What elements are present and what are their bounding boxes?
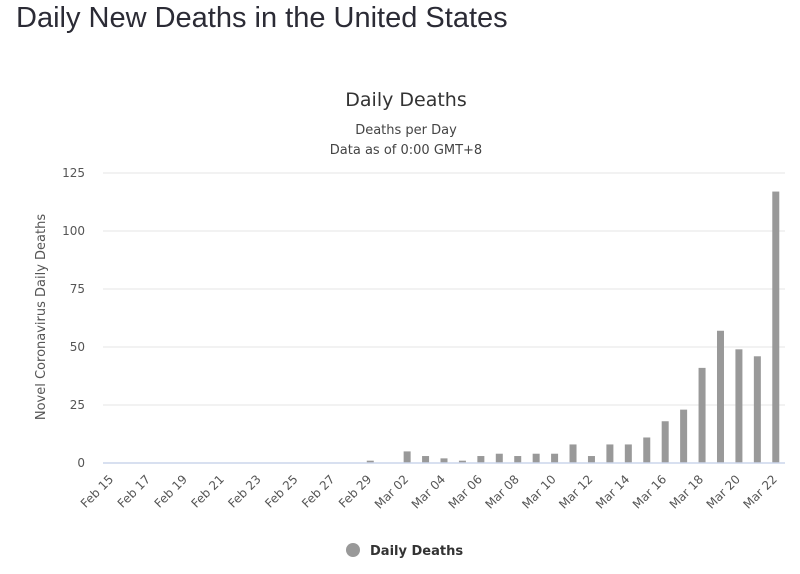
legend-marker[interactable] (346, 543, 360, 557)
bar[interactable] (403, 451, 411, 463)
bar[interactable] (532, 453, 540, 463)
x-tick-label: Mar 14 (593, 472, 632, 511)
x-tick-label: Feb 15 (78, 472, 116, 510)
y-tick-label: 125 (62, 166, 85, 180)
bar[interactable] (587, 456, 595, 463)
x-tick-label: Mar 08 (482, 472, 521, 511)
bar[interactable] (477, 456, 485, 463)
x-tick-label: Mar 12 (556, 472, 595, 511)
bar[interactable] (366, 460, 374, 463)
y-tick-label: 75 (70, 282, 85, 296)
bar[interactable] (495, 453, 503, 463)
x-tick-label: Feb 25 (262, 472, 300, 510)
bar[interactable] (643, 437, 651, 463)
chart-subtitle-line-2: Data as of 0:00 GMT+8 (330, 143, 482, 158)
bar[interactable] (624, 444, 632, 463)
bar[interactable] (569, 444, 577, 463)
y-tick-label: 0 (77, 456, 85, 470)
bar[interactable] (422, 456, 430, 463)
bar[interactable] (753, 356, 761, 463)
y-axis-ticks: 0 25 50 75 100 125 (62, 166, 85, 470)
bar[interactable] (458, 460, 466, 463)
x-tick-label: Mar 16 (630, 472, 669, 511)
chart-title: Daily Deaths (345, 89, 466, 111)
legend-label[interactable]: Daily Deaths (370, 544, 463, 559)
x-tick-label: Mar 10 (519, 472, 558, 511)
bar[interactable] (735, 349, 743, 463)
bar[interactable] (606, 444, 614, 463)
bar[interactable] (716, 330, 724, 463)
y-tick-label: 25 (70, 398, 85, 412)
x-tick-label: Mar 06 (446, 472, 485, 511)
page-title: Daily New Deaths in the United States (16, 2, 508, 34)
bar[interactable] (661, 421, 669, 463)
y-axis-label: Novel Coronavirus Daily Deaths (34, 214, 49, 420)
bar[interactable] (772, 191, 780, 463)
bar-series (366, 191, 780, 463)
bar[interactable] (698, 367, 706, 463)
y-tick-label: 50 (70, 340, 85, 354)
x-tick-label: Feb 27 (299, 472, 337, 510)
x-tick-label: Feb 21 (189, 472, 227, 510)
bar[interactable] (440, 458, 448, 463)
x-tick-label: Feb 23 (225, 472, 263, 510)
x-tick-label: Mar 22 (740, 472, 779, 511)
x-tick-label: Feb 17 (115, 472, 153, 510)
x-tick-label: Mar 02 (372, 472, 411, 511)
legend[interactable]: Daily Deaths (346, 543, 463, 559)
grid-lines (103, 172, 785, 406)
bar[interactable] (680, 409, 688, 463)
chart-subtitle-line-1: Deaths per Day (355, 123, 457, 138)
x-tick-label: Mar 04 (409, 472, 448, 511)
x-tick-label: Feb 29 (336, 472, 374, 510)
x-tick-label: Mar 18 (667, 472, 706, 511)
bar[interactable] (514, 456, 522, 463)
x-tick-label: Feb 19 (152, 472, 190, 510)
bar[interactable] (551, 453, 559, 463)
y-tick-label: 100 (62, 224, 85, 238)
x-tick-label: Mar 20 (704, 472, 743, 511)
